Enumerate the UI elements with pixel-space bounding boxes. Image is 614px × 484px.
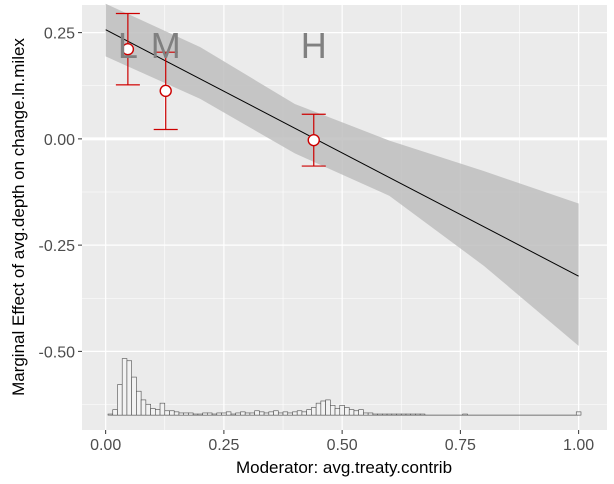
effect-line	[105, 29, 579, 277]
y-tick-label: 0.00	[44, 132, 75, 149]
histogram-bar	[225, 411, 232, 416]
histogram-bar	[311, 407, 317, 416]
histogram-bar	[292, 411, 298, 416]
histogram-bar	[131, 376, 137, 416]
histogram-bar	[207, 412, 213, 416]
histogram-bar	[254, 410, 260, 416]
histogram-bar	[377, 413, 383, 416]
histogram-bar	[339, 405, 345, 416]
histogram-bar	[353, 410, 359, 416]
histogram-bar	[221, 412, 227, 416]
histogram-bar	[382, 413, 388, 416]
histogram-bar	[410, 413, 416, 416]
histogram-bar	[173, 411, 180, 416]
histogram-bar	[348, 409, 355, 416]
bin-point	[121, 43, 135, 56]
histogram-bar	[315, 402, 322, 416]
histogram-bar	[263, 412, 270, 416]
histogram-bar	[575, 411, 582, 416]
bin-label-m: M	[151, 25, 181, 66]
histogram-bar	[121, 358, 128, 416]
bin-label-h: H	[301, 25, 327, 66]
histogram-bar	[164, 410, 170, 416]
histogram-bar	[334, 408, 341, 416]
histogram-bar	[372, 413, 378, 416]
histogram-bar	[192, 413, 199, 416]
histogram-bar	[325, 399, 331, 416]
x-axis-ticks: 0.00 0.25 0.50 0.75 1.00	[90, 430, 594, 454]
histogram-bar	[145, 403, 151, 416]
histogram-bar	[197, 413, 203, 416]
histogram-bar	[117, 384, 123, 416]
histogram-bar	[419, 413, 426, 416]
histogram-bar	[235, 412, 241, 416]
bin-estimate-l	[115, 12, 140, 86]
histogram-bar	[386, 413, 393, 416]
histogram-bar	[296, 410, 303, 416]
histogram-bar	[112, 409, 118, 416]
x-tick-label: 0.50	[327, 437, 358, 454]
histogram-bar	[320, 400, 326, 416]
histogram-bar	[107, 413, 114, 416]
y-axis-title: Marginal Effect of avg.depth on change.l…	[9, 38, 28, 396]
x-tick-label: 0.25	[208, 437, 239, 454]
histogram-bar	[216, 412, 222, 416]
histogram-bar	[211, 413, 218, 416]
x-tick-label: 1.00	[563, 437, 594, 454]
histogram-bar	[268, 411, 274, 416]
histogram-bar	[136, 390, 142, 416]
confidence-band	[105, 3, 579, 346]
x-axis-title: Moderator: avg.treaty.contrib	[236, 458, 452, 477]
histogram-bar	[240, 411, 246, 416]
y-tick-label: 0.25	[44, 26, 75, 43]
histogram-bar	[230, 413, 237, 416]
histogram-bar	[330, 405, 336, 416]
histogram-bar	[183, 412, 189, 416]
histogram-bar	[462, 413, 468, 416]
histogram-bar	[282, 411, 289, 416]
bin-estimate-m	[153, 51, 178, 131]
bin-label-l: L	[118, 25, 138, 66]
histogram-bar	[306, 409, 312, 416]
histogram-bar	[405, 413, 412, 416]
histogram-bar	[169, 410, 175, 416]
histogram-bar	[415, 413, 421, 416]
bin-point	[159, 84, 172, 98]
histogram-bar	[155, 409, 161, 416]
histogram-bar	[202, 412, 208, 416]
histogram-bar	[259, 411, 265, 416]
histogram	[107, 358, 582, 416]
histogram-bar	[287, 412, 293, 416]
histogram-bar	[344, 407, 350, 416]
histogram-bar	[273, 410, 279, 416]
histogram-bar	[159, 402, 166, 416]
histogram-bar	[150, 408, 156, 416]
histogram-bar	[178, 412, 184, 416]
y-tick-label: -0.50	[39, 344, 76, 361]
histogram-bar	[126, 360, 132, 416]
histogram-bar	[249, 412, 255, 416]
histogram-bar	[188, 412, 194, 416]
bin-estimates	[115, 12, 326, 167]
histogram-bar	[363, 412, 369, 416]
histogram-bar	[396, 413, 402, 416]
bin-point	[307, 133, 320, 147]
histogram-bar	[358, 409, 364, 416]
bin-estimate-h	[301, 113, 326, 167]
histogram-bar	[400, 413, 407, 416]
x-tick-label: 0.75	[445, 437, 476, 454]
histogram-bar	[391, 413, 397, 416]
histogram-bar	[244, 412, 251, 416]
y-axis-ticks: 0.25 0.00 -0.25 -0.50	[39, 26, 82, 361]
y-tick-label: -0.25	[39, 238, 76, 255]
histogram-bar	[140, 399, 147, 416]
histogram-bar	[301, 411, 307, 416]
histogram-bar	[277, 412, 284, 416]
histogram-bar	[367, 412, 374, 416]
x-tick-label: 0.00	[90, 437, 121, 454]
